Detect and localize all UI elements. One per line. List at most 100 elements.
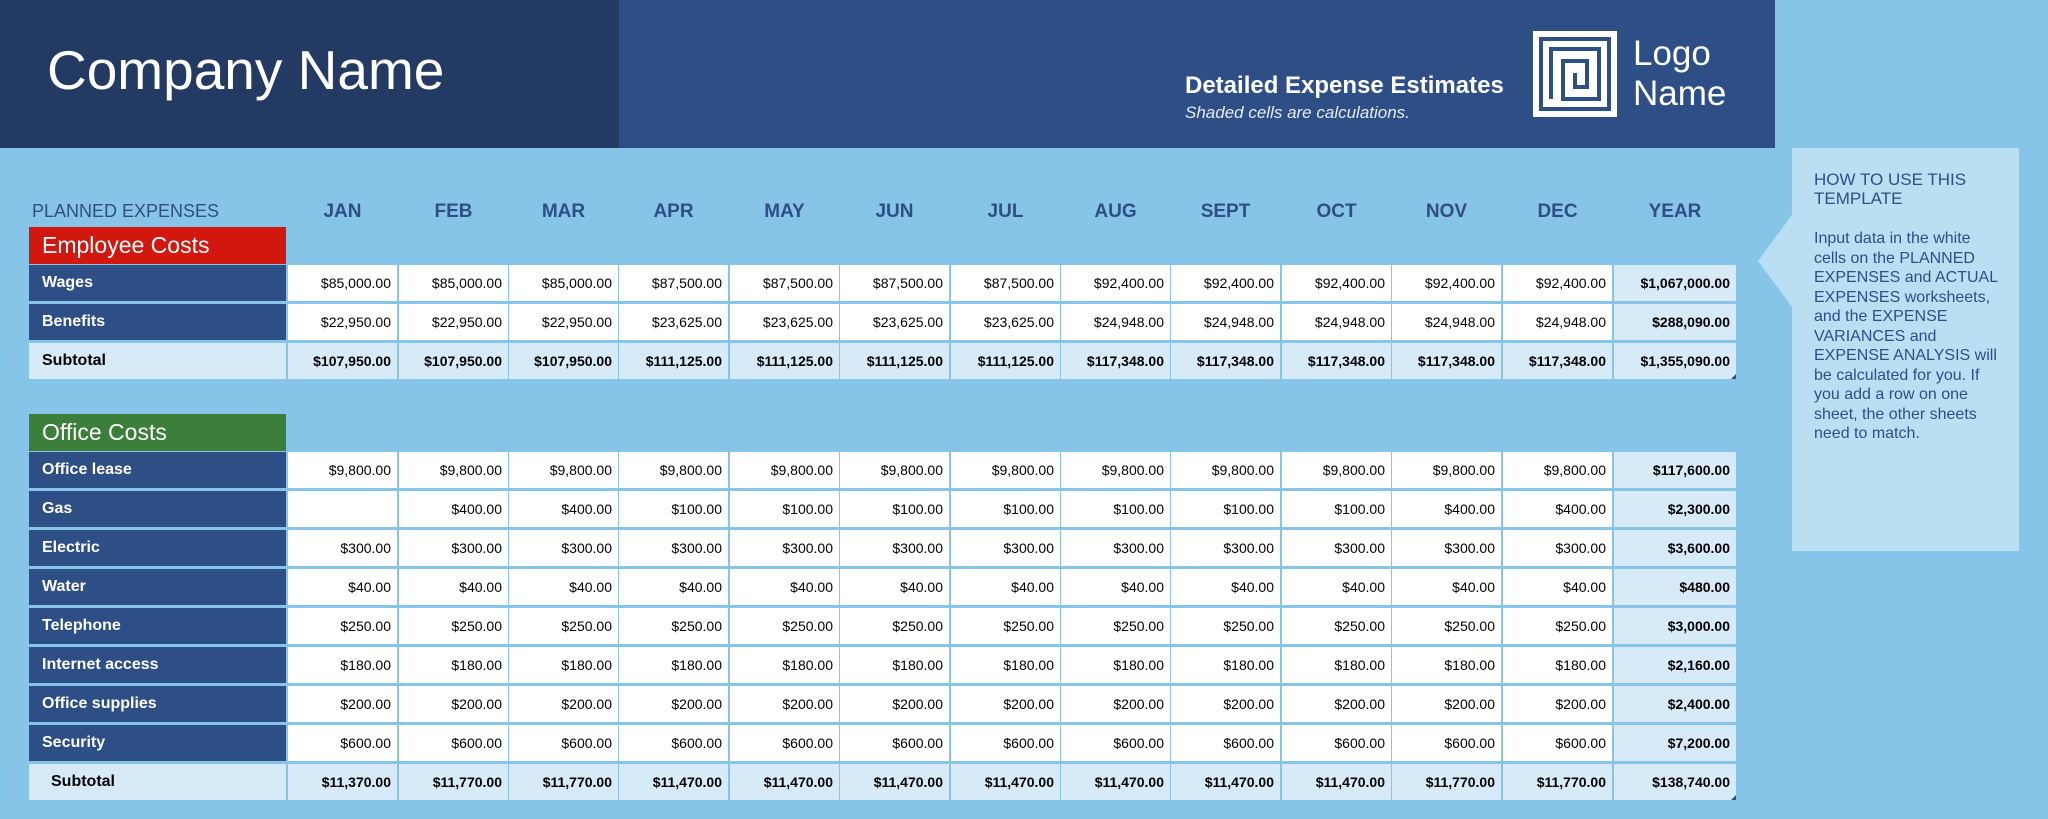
input-cell-telephone-apr[interactable]: $250.00 xyxy=(619,608,728,644)
input-cell-security-nov[interactable]: $600.00 xyxy=(1392,725,1501,761)
input-cell-water-sept[interactable]: $40.00 xyxy=(1171,569,1280,605)
input-cell-office-supplies-oct[interactable]: $200.00 xyxy=(1282,686,1391,722)
input-cell-electric-jul[interactable]: $300.00 xyxy=(951,530,1060,566)
input-cell-internet-access-mar[interactable]: $180.00 xyxy=(509,647,618,683)
input-cell-electric-feb[interactable]: $300.00 xyxy=(399,530,508,566)
input-cell-electric-may[interactable]: $300.00 xyxy=(730,530,839,566)
input-cell-security-may[interactable]: $600.00 xyxy=(730,725,839,761)
input-cell-electric-oct[interactable]: $300.00 xyxy=(1282,530,1391,566)
input-cell-water-oct[interactable]: $40.00 xyxy=(1282,569,1391,605)
input-cell-office-lease-mar[interactable]: $9,800.00 xyxy=(509,452,618,488)
input-cell-electric-jan[interactable]: $300.00 xyxy=(288,530,397,566)
input-cell-internet-access-oct[interactable]: $180.00 xyxy=(1282,647,1391,683)
input-cell-benefits-oct[interactable]: $24,948.00 xyxy=(1282,304,1391,340)
input-cell-office-lease-jan[interactable]: $9,800.00 xyxy=(288,452,397,488)
input-cell-office-lease-jun[interactable]: $9,800.00 xyxy=(840,452,949,488)
input-cell-office-lease-dec[interactable]: $9,800.00 xyxy=(1503,452,1612,488)
input-cell-telephone-jul[interactable]: $250.00 xyxy=(951,608,1060,644)
input-cell-electric-dec[interactable]: $300.00 xyxy=(1503,530,1612,566)
input-cell-office-lease-jul[interactable]: $9,800.00 xyxy=(951,452,1060,488)
input-cell-telephone-nov[interactable]: $250.00 xyxy=(1392,608,1501,644)
input-cell-office-lease-apr[interactable]: $9,800.00 xyxy=(619,452,728,488)
input-cell-security-aug[interactable]: $600.00 xyxy=(1061,725,1170,761)
input-cell-security-sept[interactable]: $600.00 xyxy=(1171,725,1280,761)
input-cell-water-aug[interactable]: $40.00 xyxy=(1061,569,1170,605)
input-cell-office-supplies-aug[interactable]: $200.00 xyxy=(1061,686,1170,722)
input-cell-office-lease-feb[interactable]: $9,800.00 xyxy=(399,452,508,488)
input-cell-water-mar[interactable]: $40.00 xyxy=(509,569,618,605)
input-cell-water-jun[interactable]: $40.00 xyxy=(840,569,949,605)
input-cell-water-nov[interactable]: $40.00 xyxy=(1392,569,1501,605)
input-cell-telephone-aug[interactable]: $250.00 xyxy=(1061,608,1170,644)
input-cell-electric-jun[interactable]: $300.00 xyxy=(840,530,949,566)
input-cell-benefits-sept[interactable]: $24,948.00 xyxy=(1171,304,1280,340)
input-cell-office-supplies-nov[interactable]: $200.00 xyxy=(1392,686,1501,722)
input-cell-wages-may[interactable]: $87,500.00 xyxy=(730,265,839,301)
input-cell-gas-jun[interactable]: $100.00 xyxy=(840,491,949,527)
input-cell-security-dec[interactable]: $600.00 xyxy=(1503,725,1612,761)
input-cell-water-may[interactable]: $40.00 xyxy=(730,569,839,605)
input-cell-wages-apr[interactable]: $87,500.00 xyxy=(619,265,728,301)
input-cell-office-supplies-jan[interactable]: $200.00 xyxy=(288,686,397,722)
input-cell-security-mar[interactable]: $600.00 xyxy=(509,725,618,761)
input-cell-telephone-jun[interactable]: $250.00 xyxy=(840,608,949,644)
input-cell-office-supplies-sept[interactable]: $200.00 xyxy=(1171,686,1280,722)
input-cell-telephone-oct[interactable]: $250.00 xyxy=(1282,608,1391,644)
input-cell-office-supplies-jul[interactable]: $200.00 xyxy=(951,686,1060,722)
input-cell-telephone-dec[interactable]: $250.00 xyxy=(1503,608,1612,644)
input-cell-office-supplies-feb[interactable]: $200.00 xyxy=(399,686,508,722)
input-cell-gas-dec[interactable]: $400.00 xyxy=(1503,491,1612,527)
input-cell-benefits-nov[interactable]: $24,948.00 xyxy=(1392,304,1501,340)
input-cell-benefits-feb[interactable]: $22,950.00 xyxy=(399,304,508,340)
input-cell-telephone-sept[interactable]: $250.00 xyxy=(1171,608,1280,644)
table-resize-handle-icon[interactable] xyxy=(1731,374,1736,379)
input-cell-internet-access-apr[interactable]: $180.00 xyxy=(619,647,728,683)
input-cell-internet-access-nov[interactable]: $180.00 xyxy=(1392,647,1501,683)
input-cell-internet-access-jun[interactable]: $180.00 xyxy=(840,647,949,683)
input-cell-internet-access-dec[interactable]: $180.00 xyxy=(1503,647,1612,683)
input-cell-wages-jun[interactable]: $87,500.00 xyxy=(840,265,949,301)
input-cell-security-jul[interactable]: $600.00 xyxy=(951,725,1060,761)
input-cell-benefits-may[interactable]: $23,625.00 xyxy=(730,304,839,340)
input-cell-office-supplies-may[interactable]: $200.00 xyxy=(730,686,839,722)
input-cell-office-lease-oct[interactable]: $9,800.00 xyxy=(1282,452,1391,488)
input-cell-internet-access-jul[interactable]: $180.00 xyxy=(951,647,1060,683)
input-cell-gas-apr[interactable]: $100.00 xyxy=(619,491,728,527)
input-cell-wages-jul[interactable]: $87,500.00 xyxy=(951,265,1060,301)
input-cell-water-jan[interactable]: $40.00 xyxy=(288,569,397,605)
input-cell-internet-access-sept[interactable]: $180.00 xyxy=(1171,647,1280,683)
input-cell-wages-sept[interactable]: $92,400.00 xyxy=(1171,265,1280,301)
input-cell-electric-aug[interactable]: $300.00 xyxy=(1061,530,1170,566)
input-cell-wages-mar[interactable]: $85,000.00 xyxy=(509,265,618,301)
input-cell-internet-access-feb[interactable]: $180.00 xyxy=(399,647,508,683)
input-cell-electric-sept[interactable]: $300.00 xyxy=(1171,530,1280,566)
input-cell-water-dec[interactable]: $40.00 xyxy=(1503,569,1612,605)
input-cell-water-jul[interactable]: $40.00 xyxy=(951,569,1060,605)
company-name[interactable]: Company Name xyxy=(47,39,445,101)
input-cell-electric-mar[interactable]: $300.00 xyxy=(509,530,618,566)
input-cell-office-lease-sept[interactable]: $9,800.00 xyxy=(1171,452,1280,488)
input-cell-gas-jan[interactable] xyxy=(288,491,397,527)
input-cell-benefits-jun[interactable]: $23,625.00 xyxy=(840,304,949,340)
input-cell-gas-sept[interactable]: $100.00 xyxy=(1171,491,1280,527)
input-cell-benefits-dec[interactable]: $24,948.00 xyxy=(1503,304,1612,340)
input-cell-internet-access-aug[interactable]: $180.00 xyxy=(1061,647,1170,683)
input-cell-wages-dec[interactable]: $92,400.00 xyxy=(1503,265,1612,301)
input-cell-telephone-mar[interactable]: $250.00 xyxy=(509,608,618,644)
input-cell-benefits-jan[interactable]: $22,950.00 xyxy=(288,304,397,340)
input-cell-gas-oct[interactable]: $100.00 xyxy=(1282,491,1391,527)
input-cell-gas-nov[interactable]: $400.00 xyxy=(1392,491,1501,527)
input-cell-internet-access-jan[interactable]: $180.00 xyxy=(288,647,397,683)
input-cell-telephone-may[interactable]: $250.00 xyxy=(730,608,839,644)
input-cell-office-lease-aug[interactable]: $9,800.00 xyxy=(1061,452,1170,488)
input-cell-security-feb[interactable]: $600.00 xyxy=(399,725,508,761)
input-cell-office-lease-may[interactable]: $9,800.00 xyxy=(730,452,839,488)
input-cell-gas-mar[interactable]: $400.00 xyxy=(509,491,618,527)
input-cell-wages-aug[interactable]: $92,400.00 xyxy=(1061,265,1170,301)
input-cell-water-apr[interactable]: $40.00 xyxy=(619,569,728,605)
input-cell-internet-access-may[interactable]: $180.00 xyxy=(730,647,839,683)
input-cell-electric-nov[interactable]: $300.00 xyxy=(1392,530,1501,566)
input-cell-office-supplies-dec[interactable]: $200.00 xyxy=(1503,686,1612,722)
input-cell-wages-nov[interactable]: $92,400.00 xyxy=(1392,265,1501,301)
input-cell-security-apr[interactable]: $600.00 xyxy=(619,725,728,761)
